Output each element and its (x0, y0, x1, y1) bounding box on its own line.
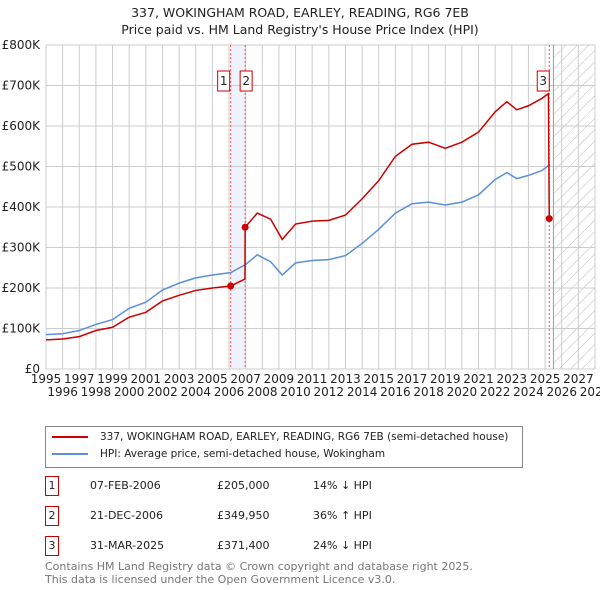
x-tick-label: 2028 (580, 385, 600, 399)
x-tick-label: 2007 (230, 372, 261, 386)
hpi-line (45, 163, 551, 336)
x-tick-label: 2026 (546, 385, 577, 399)
sale-label-box (217, 70, 231, 92)
sale-label: 2 (242, 74, 250, 88)
footer-line1: Contains HM Land Registry data © Crown c… (45, 560, 473, 573)
legend-label-property: 337, WOKINGHAM ROAD, EARLEY, READING, RG… (100, 431, 509, 443)
y-tick-label: £300K (2, 241, 42, 255)
y-tick-label: £500K (2, 160, 42, 174)
sale-hpi-diff: 36% ↑ HPI (313, 509, 372, 522)
x-tick-label: 2019 (430, 372, 461, 386)
x-tick-label: 2009 (264, 372, 295, 386)
x-tick-label: 2023 (497, 372, 528, 386)
x-tick-label: 1999 (97, 372, 128, 386)
sale-point (241, 223, 249, 231)
sale-label-box (239, 70, 253, 92)
x-tick-label: 2020 (447, 385, 478, 399)
y-tick-label: £0 (25, 362, 40, 376)
sale-row: 3 31-MAR-2025 £371,400 24% ↓ HPI (45, 536, 445, 556)
y-tick-label: £400K (2, 200, 42, 214)
x-tick-label: 2012 (314, 385, 345, 399)
x-tick-label: 2000 (114, 385, 145, 399)
x-tick-label: 2022 (480, 385, 511, 399)
footer: Contains HM Land Registry data © Crown c… (45, 560, 473, 586)
x-tick-label: 2004 (180, 385, 211, 399)
x-tick-label: 2017 (397, 372, 428, 386)
y-tick-label: £800K (2, 38, 42, 52)
x-tick-label: 2014 (347, 385, 378, 399)
x-tick-label: 1997 (64, 372, 95, 386)
sale-label-box (536, 70, 550, 92)
x-tick-label: 2001 (131, 372, 162, 386)
x-tick-label: 2013 (330, 372, 361, 386)
x-tick-label: 2003 (164, 372, 195, 386)
x-tick-label: 2010 (280, 385, 311, 399)
property-line (45, 92, 551, 341)
y-tick-label: £600K (2, 119, 42, 133)
sale-price: £371,400 (217, 539, 270, 552)
x-tick-label: 2006 (214, 385, 245, 399)
y-tick-label: £200K (2, 281, 42, 295)
sale-marker: 1 (45, 476, 59, 496)
x-tick-label: 2015 (363, 372, 394, 386)
sale-point (545, 215, 553, 223)
sale-hpi-diff: 14% ↓ HPI (313, 479, 372, 492)
sale-price: £205,000 (217, 479, 270, 492)
footer-line2: This data is licensed under the Open Gov… (45, 573, 396, 586)
sale-price: £349,950 (217, 509, 270, 522)
y-tick-label: £700K (2, 79, 42, 93)
x-tick-label: 1995 (31, 372, 62, 386)
chart-subtitle: Price paid vs. HM Land Registry's House … (121, 22, 479, 37)
sale-marker: 2 (45, 506, 59, 526)
sale-label: 1 (220, 74, 228, 88)
legend-swatch-property (52, 436, 88, 438)
legend: 337, WOKINGHAM ROAD, EARLEY, READING, RG… (45, 426, 523, 468)
x-tick-label: 2016 (380, 385, 411, 399)
sale-point (227, 282, 235, 290)
x-tick-label: 2018 (413, 385, 444, 399)
x-tick-label: 2011 (297, 372, 328, 386)
x-tick-label: 2002 (147, 385, 178, 399)
x-tick-label: 2008 (247, 385, 278, 399)
legend-swatch-hpi (52, 453, 88, 455)
x-tick-label: 2005 (197, 372, 228, 386)
chart-title: 337, WOKINGHAM ROAD, EARLEY, READING, RG… (131, 5, 469, 20)
sale-row: 2 21-DEC-2006 £349,950 36% ↑ HPI (45, 506, 445, 526)
sale-date: 31-MAR-2025 (90, 539, 165, 552)
plot-area: 1995199619971998199920002001200220032004… (2, 38, 600, 399)
x-tick-label: 2025 (530, 372, 561, 386)
sale-date: 21-DEC-2006 (90, 509, 164, 522)
sale-hpi-diff: 24% ↓ HPI (313, 539, 372, 552)
sale-label: 3 (539, 74, 547, 88)
sale-marker: 3 (45, 536, 59, 556)
x-tick-label: 2024 (513, 385, 544, 399)
sale-date: 07-FEB-2006 (90, 479, 161, 492)
x-tick-label: 2021 (463, 372, 494, 386)
x-tick-label: 1996 (47, 385, 78, 399)
legend-label-hpi: HPI: Average price, semi-detached house,… (100, 448, 386, 460)
x-tick-label: 1998 (81, 385, 112, 399)
sale-row: 1 07-FEB-2006 £205,000 14% ↓ HPI (45, 476, 445, 496)
x-tick-label: 2027 (563, 372, 594, 386)
y-tick-label: £100K (2, 322, 42, 336)
